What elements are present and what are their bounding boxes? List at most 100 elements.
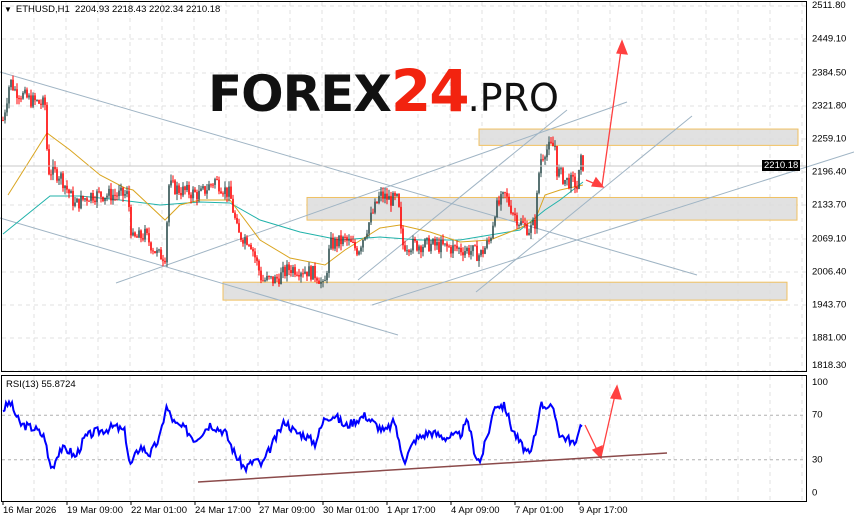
candle-body [94, 200, 96, 203]
candle-body [178, 185, 180, 193]
price-tick-label: 2259.10 [812, 133, 847, 145]
candle-body [50, 174, 52, 176]
candle-body [500, 194, 502, 205]
candle-body [284, 266, 286, 277]
candle-body [414, 238, 416, 241]
candle-body [164, 260, 166, 263]
candle-body [428, 237, 430, 252]
candle-body [60, 173, 62, 179]
candle-body [96, 191, 98, 203]
rsi-tick-label: 30 [812, 454, 823, 466]
candle-body [482, 250, 484, 254]
candle-body [456, 245, 458, 249]
descending-channel-upper [0, 71, 698, 276]
candle-body [422, 246, 424, 253]
candle-body [580, 155, 582, 170]
candle-body [450, 246, 452, 254]
candle-body [492, 225, 494, 239]
candle-body [464, 251, 466, 256]
candle-body [470, 251, 472, 255]
candle-body [322, 281, 324, 283]
candle-body [168, 185, 170, 223]
candle-body [156, 250, 158, 254]
candle-body [262, 280, 264, 282]
candle-body [548, 141, 550, 150]
candle-body [498, 200, 500, 205]
candle-body [172, 180, 174, 182]
candle-body [302, 273, 304, 275]
candle-body [2, 120, 4, 122]
candle-body [42, 97, 44, 105]
candle-body [556, 145, 558, 177]
candle-body [534, 220, 536, 229]
rsi-tick-label: 70 [812, 409, 823, 421]
rsi-arrow-up-head [609, 384, 622, 400]
candle-body [280, 272, 282, 284]
time-tick-label: 16 Mar 2026 [3, 505, 57, 516]
candle-body [190, 194, 192, 199]
candle-body [228, 186, 230, 197]
candle-body [370, 212, 372, 223]
candle-body [240, 232, 242, 240]
candle-body [282, 266, 284, 273]
candle-body [582, 155, 584, 171]
candle-body [404, 245, 406, 251]
candle-body [330, 237, 332, 249]
candle-body [238, 223, 240, 233]
time-tick-label: 19 Mar 09:00 [67, 505, 123, 516]
candle-body [342, 236, 344, 245]
candle-body [466, 247, 468, 251]
candle-body [98, 191, 100, 193]
arrow-down-head [590, 176, 605, 188]
candle-body [12, 79, 14, 91]
candle-body [378, 195, 380, 204]
candle-body [144, 228, 146, 240]
candle-body [372, 212, 374, 214]
candle-body [490, 238, 492, 241]
candle-body [108, 188, 110, 196]
candle-body [306, 271, 308, 277]
candle-body [402, 228, 404, 246]
candle-body [26, 89, 28, 98]
candle-body [210, 184, 212, 186]
candle-body [398, 193, 400, 207]
candle-body [28, 95, 30, 98]
price-tick-label: 2449.10 [812, 33, 847, 45]
candle-body [260, 270, 262, 281]
candle-body [396, 193, 398, 196]
candle-body [288, 264, 290, 271]
dropdown-triangle-icon[interactable]: ▼ [4, 5, 12, 14]
rising-line-2 [357, 109, 568, 281]
candle-body [332, 237, 334, 249]
candle-body [346, 237, 348, 241]
candle-body [384, 193, 386, 199]
candle-body [352, 241, 354, 243]
candle-body [138, 230, 140, 238]
candle-body [432, 239, 434, 244]
candle-body [278, 278, 280, 284]
candle-body [348, 239, 350, 241]
chart-header: ▼ ETHUSD,H1 2204.93 2218.43 2202.34 2210.… [4, 4, 220, 15]
candle-body [222, 193, 224, 195]
candle-body [248, 244, 250, 246]
candle-body [274, 276, 276, 284]
price-zone [306, 196, 798, 221]
candle-body [382, 191, 384, 199]
candle-body [426, 237, 428, 240]
candle-body [112, 194, 114, 201]
frames [1, 1, 807, 502]
candle-body [32, 95, 34, 107]
candle-body [310, 266, 312, 280]
candle-body [406, 250, 408, 252]
candle-body [340, 235, 342, 245]
candle-body [226, 187, 228, 197]
candle-body [8, 87, 10, 104]
rsi-trendline [197, 452, 668, 483]
candle-body [386, 193, 388, 200]
candle-body [46, 104, 48, 150]
candle-body [214, 179, 216, 185]
candle-body [316, 278, 318, 281]
price-panel-frame [1, 1, 807, 372]
candle-body [48, 149, 50, 175]
